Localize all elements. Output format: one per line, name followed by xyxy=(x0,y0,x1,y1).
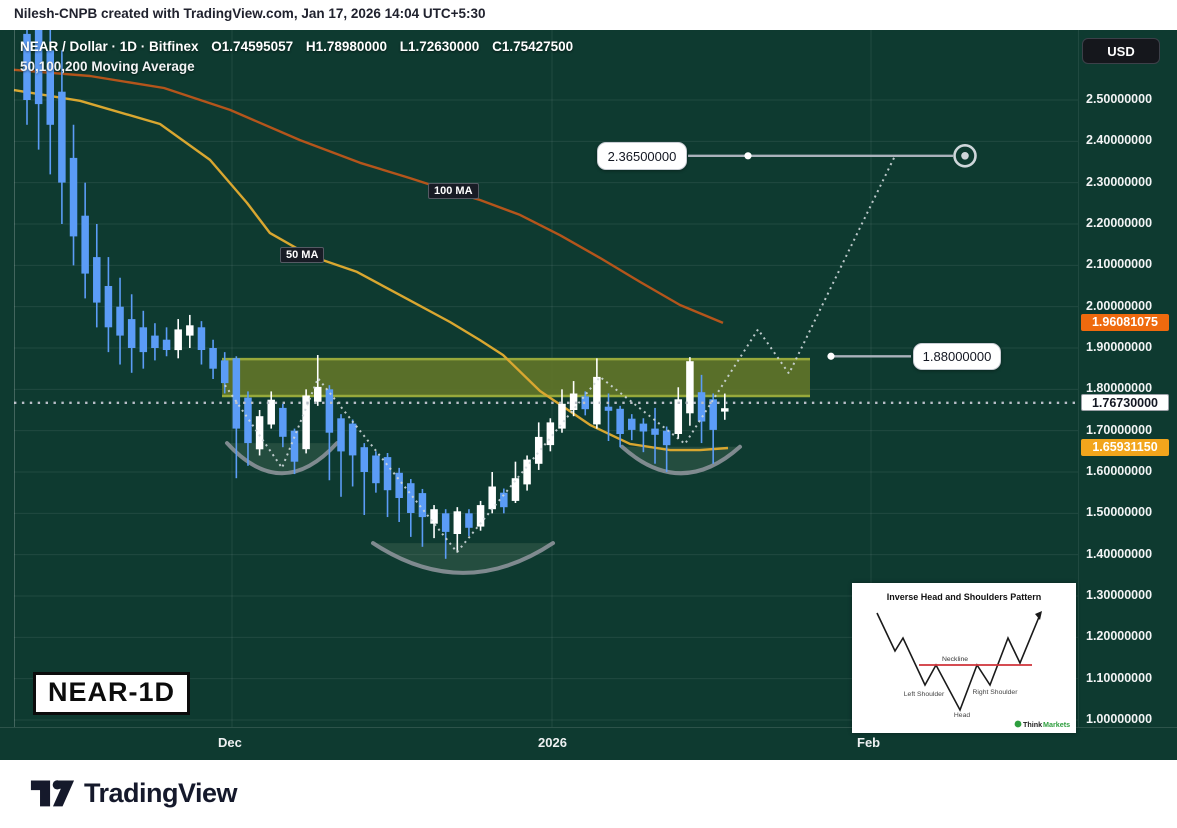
chart-panel[interactable]: NEAR / Dollar · 1D · Bitfinex O1.7459505… xyxy=(0,30,1177,760)
price-tick-label: 2.50000000 xyxy=(1086,92,1153,106)
ma50-tag[interactable]: 50 MA xyxy=(280,247,325,263)
inset-neckline-label: Neckline xyxy=(942,656,968,663)
footer-bar: TradingView xyxy=(0,760,1177,828)
chart-left-border xyxy=(14,30,15,727)
attribution-bar: Nilesh-CNPB created with TradingView.com… xyxy=(0,0,1177,30)
time-axis[interactable]: Dec 2026 Feb xyxy=(0,727,1177,760)
price-tick-label: 2.10000000 xyxy=(1086,257,1153,272)
pattern-diagram-card: Inverse Head and Shoulders Pattern Neckl… xyxy=(852,583,1076,733)
attribution-text: Nilesh-CNPB created with TradingView.com… xyxy=(14,6,486,21)
price-tick-label: 1.60000000 xyxy=(1086,463,1153,478)
ohlc-low: L1.72630000 xyxy=(399,39,480,54)
ohlc-open: O1.74595057 xyxy=(211,39,294,54)
tradingview-wordmark: TradingView xyxy=(84,777,238,808)
time-axis-label[interactable]: 2026 xyxy=(538,735,567,750)
ohlc-high: H1.78980000 xyxy=(305,39,387,54)
price-axis[interactable]: 2.50000000 2.40000000 2.30000000 2.20000000… xyxy=(1078,30,1177,727)
time-axis-label[interactable]: Feb xyxy=(857,735,881,750)
target-price-callout[interactable]: 2.36500000 xyxy=(597,142,687,170)
price-tick-label: 1.80000000 xyxy=(1086,381,1153,396)
inset-title: Inverse Head and Shoulders Pattern xyxy=(887,592,1042,602)
symbol-title[interactable]: NEAR / Dollar · 1D · Bitfinex xyxy=(20,39,199,54)
price-axis-badge: 1.76730000 xyxy=(1081,394,1169,412)
thinkmarkets-icon xyxy=(1014,720,1022,728)
inset-zigzag-line xyxy=(876,612,1040,712)
inset-left-shoulder-label: Left Shoulder xyxy=(904,691,945,698)
inset-brand-markets: Markets xyxy=(1043,720,1070,729)
neckline-price-callout[interactable]: 1.88000000 xyxy=(913,343,1001,370)
indicator-label[interactable]: 50,100,200 Moving Average xyxy=(20,59,195,74)
currency-toggle-button[interactable]: USD xyxy=(1082,38,1160,64)
price-tick-label: 1.40000000 xyxy=(1086,546,1153,561)
symbol-ohlc-line: NEAR / Dollar · 1D · Bitfinex O1.7459505… xyxy=(20,39,582,54)
tradingview-logo[interactable]: TradingView xyxy=(29,777,238,809)
price-axis-badge: 1.65931150 xyxy=(1081,438,1169,456)
price-tick-label: 1.00000000 xyxy=(1086,711,1153,726)
price-tick-label: 2.20000000 xyxy=(1086,215,1153,230)
ohlc-close: C1.75427500 xyxy=(492,39,574,54)
price-tick-label: 1.50000000 xyxy=(1086,505,1153,520)
ma100-tag[interactable]: 100 MA xyxy=(428,183,479,199)
inset-brand-think: Think xyxy=(1023,720,1042,729)
symbol-watermark-label: NEAR-1D xyxy=(33,672,191,715)
price-tick-label: 1.10000000 xyxy=(1086,670,1153,685)
price-tick-label: 1.30000000 xyxy=(1086,587,1153,602)
price-tick-label: 1.20000000 xyxy=(1086,629,1153,644)
time-axis-label[interactable]: Dec xyxy=(218,735,242,750)
inset-right-shoulder-label: Right Shoulder xyxy=(973,689,1019,696)
price-tick-label: 1.70000000 xyxy=(1086,422,1153,437)
price-tick-label: 2.40000000 xyxy=(1086,133,1153,148)
inset-head-label: Head xyxy=(954,712,970,719)
inset-arrow-icon xyxy=(1035,611,1042,620)
price-axis-badge: 1.96081075 xyxy=(1081,314,1169,332)
price-tick-label: 2.00000000 xyxy=(1086,298,1153,313)
price-tick-label: 2.30000000 xyxy=(1086,174,1153,189)
price-tick-label: 1.90000000 xyxy=(1086,339,1153,354)
tradingview-logo-icon xyxy=(30,780,75,807)
